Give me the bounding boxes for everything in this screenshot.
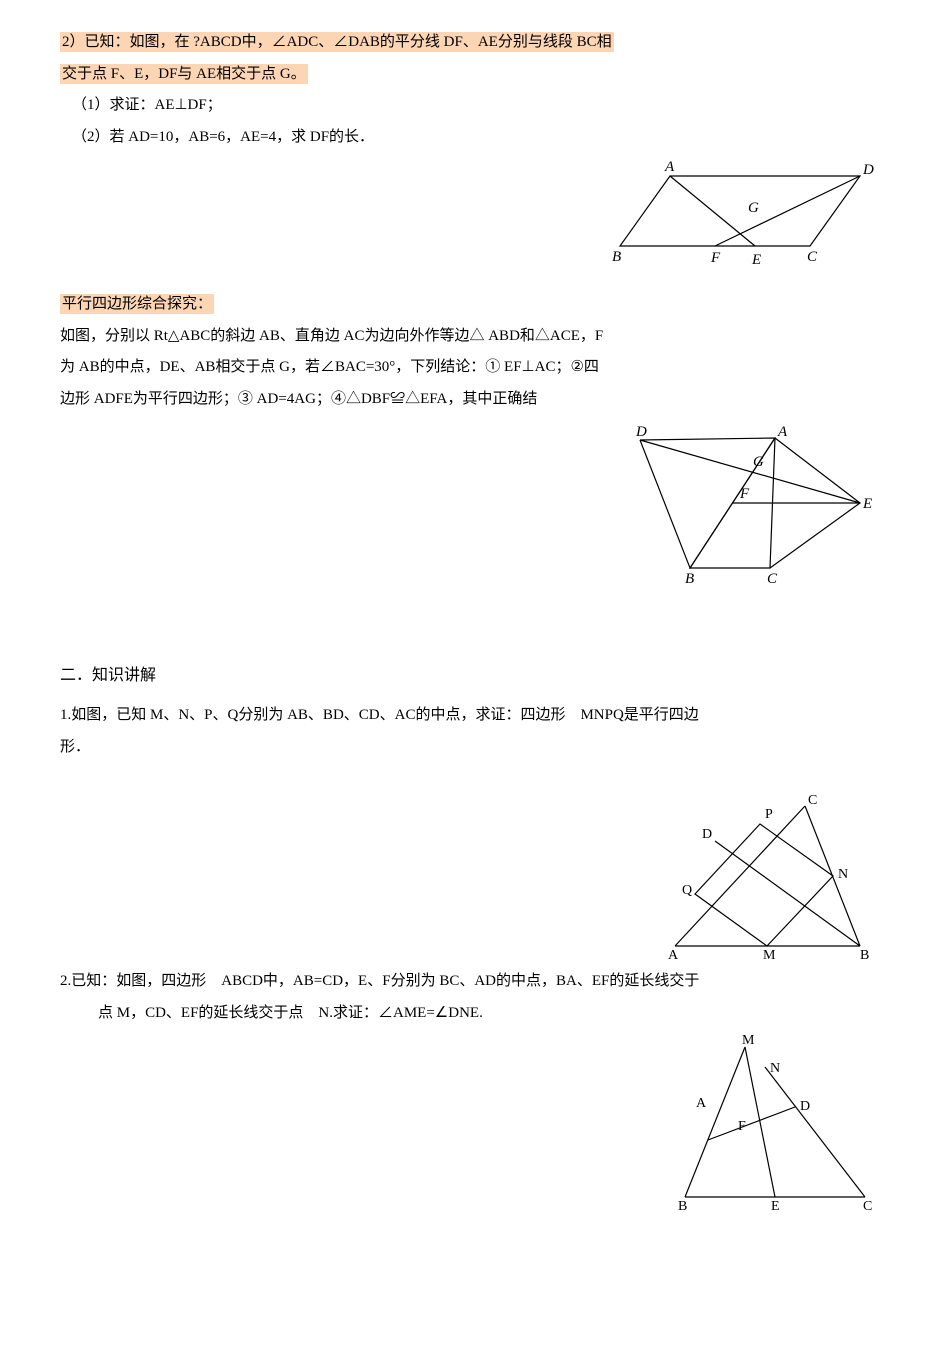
q2-D: D bbox=[800, 1099, 810, 1114]
q2-E: E bbox=[771, 1199, 780, 1212]
problem2-line1: 2）已知：如图，在 ?ABCD中，∠ADC、∠DAB的平分线 DF、AE分别与线… bbox=[60, 30, 880, 56]
q2-M: M bbox=[742, 1033, 755, 1048]
lbl-B: B bbox=[612, 249, 621, 265]
q1-D: D bbox=[702, 827, 712, 842]
hl-heading: 平行四边形综合探究： bbox=[60, 294, 214, 314]
q1-line2: 形． bbox=[60, 735, 880, 761]
q1-A: A bbox=[668, 948, 679, 961]
q1-N: N bbox=[838, 867, 848, 882]
problem2-sub1: （1）求证：AE⊥DF； bbox=[60, 93, 880, 119]
svg-triangle-eq: D A B C E G F bbox=[630, 418, 880, 588]
figure-q2: B C E M N A D F bbox=[670, 1032, 880, 1212]
lbl3-F: F bbox=[739, 486, 750, 502]
lbl-A: A bbox=[664, 159, 675, 175]
figure-parallelogram: A D B C F E G bbox=[600, 156, 880, 276]
svg-parallelogram: A D B C F E G bbox=[600, 156, 880, 276]
problem2-line2: 交于点 F、E，DF与 AE相交于点 G。 bbox=[60, 62, 880, 88]
lbl3-D: D bbox=[635, 424, 647, 440]
q2-line2-text: 点 M，CD、EF的延长线交于点 N.求证：∠AME=∠DNE. bbox=[98, 1005, 483, 1021]
problem2-sub2: （2）若 AD=10，AB=6，AE=4，求 DF的长． bbox=[60, 125, 880, 151]
q2-B: B bbox=[678, 1199, 687, 1212]
lbl-F: F bbox=[710, 250, 721, 266]
q2-F: F bbox=[738, 1119, 746, 1134]
problem3-line3: 边形 ADFE为平行四边形；③ AD=4AG；④△DBF≌△EFA，其中正确结 bbox=[60, 387, 880, 413]
hl-text-1: 2）已知：如图，在 ?ABCD中，∠ADC、∠DAB的平分线 DF、AE分别与线… bbox=[60, 32, 614, 52]
q2-A: A bbox=[696, 1096, 707, 1111]
lbl-D: D bbox=[862, 162, 874, 178]
q1-C: C bbox=[808, 793, 817, 808]
q1-line1: 1.如图，已知 M、N、P、Q分别为 AB、BD、CD、AC的中点，求证：四边形… bbox=[60, 703, 880, 729]
svg-q1: A B C D M N P Q bbox=[660, 786, 880, 961]
q2-N: N bbox=[770, 1061, 780, 1076]
lbl3-C: C bbox=[767, 571, 778, 587]
lbl3-A: A bbox=[777, 424, 788, 440]
heading-comprehensive: 平行四边形综合探究： bbox=[60, 292, 880, 318]
problem3-line1: 如图，分别以 Rt△ABC的斜边 AB、直角边 AC为边向外作等边△ ABD和△… bbox=[60, 324, 880, 350]
lbl3-G: G bbox=[753, 454, 764, 470]
svg-q2: B C E M N A D F bbox=[670, 1032, 880, 1212]
lbl-C: C bbox=[807, 249, 818, 265]
q1-B: B bbox=[860, 948, 869, 961]
lbl3-B: B bbox=[685, 571, 694, 587]
hl-text-2: 交于点 F、E，DF与 AE相交于点 G。 bbox=[60, 64, 308, 84]
lbl-E: E bbox=[751, 252, 761, 268]
lbl3-E: E bbox=[862, 496, 872, 512]
problem3-line2: 为 AB的中点，DE、AB相交于点 G，若∠BAC=30°，下列结论：① EF⊥… bbox=[60, 355, 880, 381]
figure-triangle-equilateral: D A B C E G F bbox=[630, 418, 880, 588]
q2-C: C bbox=[863, 1199, 872, 1212]
q2-line1: 2.已知：如图，四边形 ABCD中，AB=CD，E、F分别为 BC、AD的中点，… bbox=[60, 969, 880, 995]
q1-Q: Q bbox=[682, 883, 692, 898]
figure-q1: A B C D M N P Q bbox=[660, 786, 880, 961]
q1-M: M bbox=[763, 948, 776, 961]
q1-P: P bbox=[765, 807, 773, 822]
section-2-title: 二．知识讲解 bbox=[60, 662, 880, 689]
q2-line2: 点 M，CD、EF的延长线交于点 N.求证：∠AME=∠DNE. bbox=[60, 1001, 880, 1027]
lbl-G: G bbox=[748, 200, 759, 216]
